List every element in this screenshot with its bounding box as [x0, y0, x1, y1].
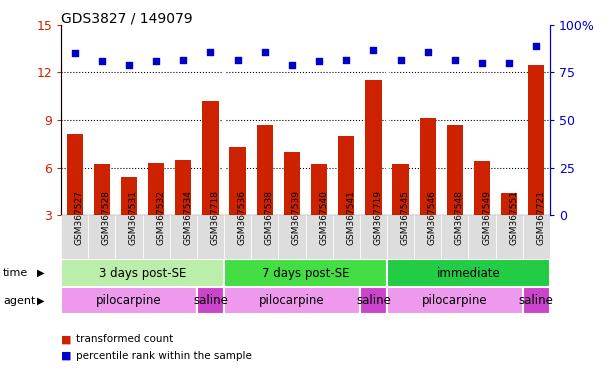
Bar [224, 287, 360, 314]
Point [124, 61, 134, 68]
Text: GSM367548: GSM367548 [455, 190, 464, 245]
Point [205, 49, 215, 55]
Text: ■: ■ [61, 334, 71, 344]
Bar [474, 161, 490, 263]
Bar [311, 164, 327, 263]
Text: GSM367541: GSM367541 [346, 190, 355, 245]
Bar [61, 215, 88, 259]
Text: ▶: ▶ [37, 268, 44, 278]
Bar [387, 215, 414, 259]
Bar [148, 163, 164, 263]
Text: percentile rank within the sample: percentile rank within the sample [76, 351, 252, 361]
Text: agent: agent [3, 296, 35, 306]
Point [260, 49, 269, 55]
Bar [230, 147, 246, 263]
Bar [360, 215, 387, 259]
Bar [414, 215, 441, 259]
Text: GSM367528: GSM367528 [102, 190, 111, 245]
Bar [496, 215, 523, 259]
Point [233, 57, 243, 63]
Text: 3 days post-SE: 3 days post-SE [99, 266, 186, 280]
Bar [251, 215, 279, 259]
Text: ■: ■ [61, 351, 71, 361]
Text: saline: saline [356, 294, 391, 307]
Bar [142, 215, 170, 259]
Bar [523, 215, 550, 259]
Bar [197, 215, 224, 259]
Bar [67, 134, 83, 263]
Bar [279, 215, 306, 259]
Text: GSM367536: GSM367536 [238, 190, 247, 245]
Text: GSM367538: GSM367538 [265, 190, 274, 245]
Text: transformed count: transformed count [76, 334, 174, 344]
Bar [306, 215, 332, 259]
Text: time: time [3, 268, 28, 278]
Text: GSM367540: GSM367540 [319, 190, 328, 245]
Point [423, 49, 433, 55]
Text: GSM367719: GSM367719 [373, 190, 382, 245]
Text: GSM367551: GSM367551 [509, 190, 518, 245]
Text: GSM367545: GSM367545 [401, 190, 409, 245]
Point [342, 57, 351, 63]
Text: pilocarpine: pilocarpine [259, 294, 324, 307]
Bar [387, 287, 523, 314]
Text: GSM367539: GSM367539 [292, 190, 301, 245]
Text: GSM367549: GSM367549 [482, 190, 491, 245]
Point [97, 58, 107, 65]
Text: GSM367718: GSM367718 [210, 190, 219, 245]
Bar [365, 80, 381, 263]
Text: saline: saline [519, 294, 554, 307]
Text: immediate: immediate [436, 266, 500, 280]
Bar [523, 287, 550, 314]
Bar [224, 259, 387, 287]
Text: GSM367527: GSM367527 [75, 190, 84, 245]
Bar [469, 215, 496, 259]
Point [477, 60, 487, 66]
Point [178, 57, 188, 63]
Text: GDS3827 / 149079: GDS3827 / 149079 [61, 12, 192, 25]
Bar [175, 160, 191, 263]
Bar [338, 136, 354, 263]
Bar [420, 118, 436, 263]
Point [368, 47, 378, 53]
Bar [88, 215, 115, 259]
Point [532, 43, 541, 49]
Point [450, 57, 459, 63]
Bar [441, 215, 469, 259]
Point [396, 57, 406, 63]
Bar [93, 164, 110, 263]
Bar [224, 215, 251, 259]
Bar [61, 287, 197, 314]
Bar [202, 101, 219, 263]
Bar [284, 152, 300, 263]
Text: GSM367532: GSM367532 [156, 190, 165, 245]
Bar [170, 215, 197, 259]
Bar [360, 287, 387, 314]
Bar [501, 193, 518, 263]
Bar [447, 125, 463, 263]
Text: 7 days post-SE: 7 days post-SE [262, 266, 349, 280]
Bar [61, 259, 224, 287]
Text: ▶: ▶ [37, 296, 44, 306]
Text: pilocarpine: pilocarpine [422, 294, 488, 307]
Text: pilocarpine: pilocarpine [96, 294, 162, 307]
Bar [392, 164, 409, 263]
Bar [121, 177, 137, 263]
Text: saline: saline [193, 294, 228, 307]
Text: GSM367721: GSM367721 [536, 190, 546, 245]
Bar [257, 125, 273, 263]
Bar [197, 287, 224, 314]
Text: GSM367531: GSM367531 [129, 190, 138, 245]
Point [314, 58, 324, 65]
Bar [387, 259, 550, 287]
Bar [115, 215, 142, 259]
Text: GSM367534: GSM367534 [183, 190, 192, 245]
Point [504, 60, 514, 66]
Point [70, 50, 79, 56]
Text: GSM367546: GSM367546 [428, 190, 437, 245]
Point [152, 58, 161, 65]
Bar [528, 65, 544, 263]
Bar [332, 215, 360, 259]
Point [287, 61, 297, 68]
